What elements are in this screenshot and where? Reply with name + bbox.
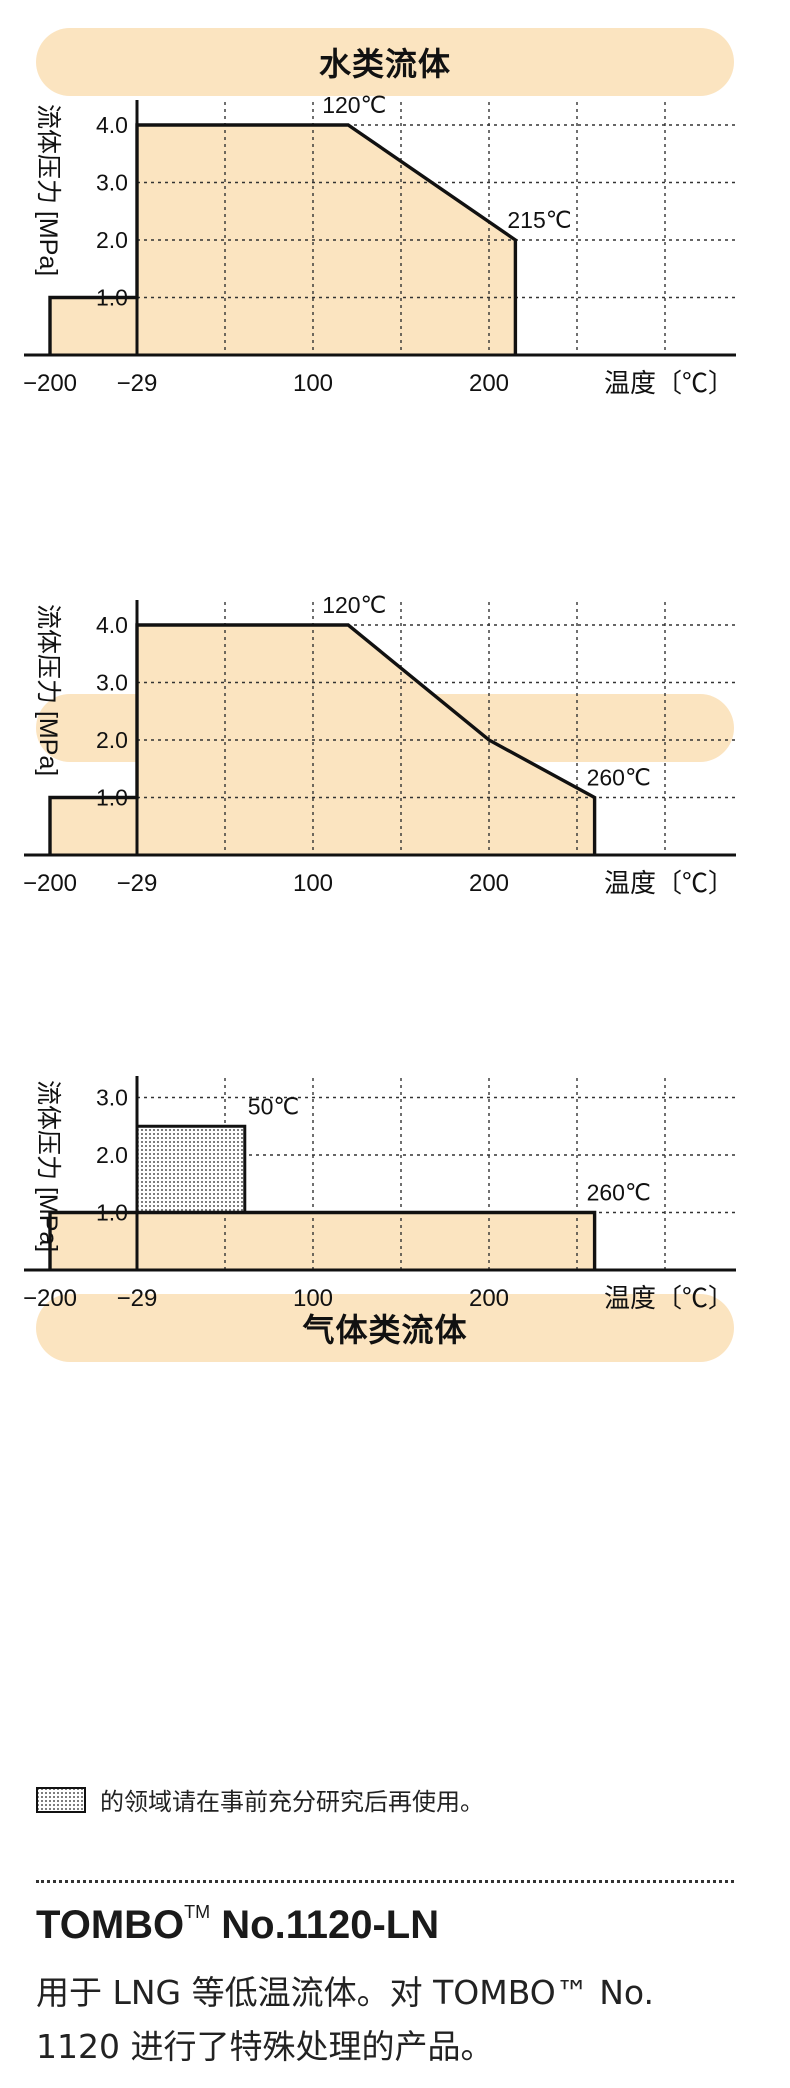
value-annotation: 120℃	[322, 592, 386, 618]
product-model: No.1120-LN	[210, 1903, 440, 1947]
x-tick-label: −29	[117, 1285, 158, 1312]
x-tick-label: −29	[117, 370, 158, 397]
y-tick-label: 2.0	[96, 1142, 128, 1168]
water-fluid-heading: 水类流体	[36, 28, 734, 96]
x-axis-label: 温度〔℃〕	[604, 1283, 734, 1313]
y-axis-label: 流体压力 [MPa]	[34, 1080, 62, 1252]
gas-fluid-chart: 1.0 2.0 3.0 −200 −29 100 200 温度〔℃〕 流体压力 [MPa] 50℃…	[23, 1076, 736, 1313]
y-tick-label: 2.0	[96, 227, 128, 253]
legend-text: 的领域请在事前充分研究后再使用。	[100, 1788, 484, 1816]
y-tick-label: 4.0	[96, 612, 128, 638]
y-tick-label: 1.0	[96, 785, 128, 811]
y-tick-label: 4.0	[96, 112, 128, 138]
x-tick-label: 200	[469, 870, 509, 897]
value-annotation: 120℃	[322, 92, 386, 118]
x-tick-label: −200	[23, 370, 77, 397]
value-annotation: 50℃	[248, 1093, 299, 1119]
rating-boundary	[48, 1210, 597, 1270]
dotted-region-swatch	[36, 1786, 86, 1813]
product-title: TOMBOTM No.1120-LN	[36, 1902, 439, 1948]
y-tick-label: 3.0	[96, 670, 128, 696]
oil-fluid-chart: 1.0 2.0 3.0 4.0 −200 −29 100 200 温度〔℃〕 流体压力 [MPa]…	[23, 592, 736, 898]
rating-area	[50, 1212, 595, 1270]
x-tick-label: 200	[469, 1285, 509, 1312]
legend: 的领域请在事前充分研究后再使用。	[36, 1782, 484, 1817]
product-description: 用于 LNG 等低温流体。对 TOMBO™ No. 1120 进行了特殊处理的产…	[36, 1966, 746, 2074]
value-annotation: 260℃	[587, 765, 651, 791]
x-tick-label: −200	[23, 870, 77, 897]
y-axis-label: 流体压力 [MPa]	[34, 604, 62, 776]
y-tick-label: 3.0	[96, 1085, 128, 1111]
x-tick-label: −200	[23, 1285, 77, 1312]
x-tick-label: 100	[293, 370, 333, 397]
y-tick-label: 2.0	[96, 727, 128, 753]
product-name: TOMBO	[36, 1903, 185, 1947]
x-tick-label: 100	[293, 1285, 333, 1312]
product-desc-line-1: 用于 LNG 等低温流体。对 TOMBO™ No.	[36, 1973, 655, 2012]
x-tick-label: 200	[469, 370, 509, 397]
dotted-divider	[36, 1880, 734, 1883]
y-tick-label: 1.0	[96, 1200, 128, 1226]
x-axis-label: 温度〔℃〕	[604, 368, 734, 398]
y-tick-label: 1.0	[96, 285, 128, 311]
gas-fluid-heading: 气体类流体	[36, 1294, 734, 1362]
value-annotation: 215℃	[507, 207, 571, 233]
rating-boundary	[48, 623, 597, 855]
x-tick-label: −29	[117, 870, 158, 897]
y-tick-label: 3.0	[96, 170, 128, 196]
product-desc-line-2: 1120 进行了特殊处理的产品。	[36, 2027, 494, 2066]
trademark-mark: TM	[184, 1902, 211, 1922]
caution-region	[135, 1124, 247, 1214]
y-axis-label: 流体压力 [MPa]	[34, 104, 62, 276]
x-tick-label: 100	[293, 870, 333, 897]
x-axis-label: 温度〔℃〕	[604, 868, 734, 898]
water-fluid-chart: 1.0 2.0 3.0 4.0 −200 −29 100 200 温度〔℃〕 流体压力 [MPa]…	[23, 92, 736, 398]
value-annotation: 260℃	[587, 1180, 651, 1206]
